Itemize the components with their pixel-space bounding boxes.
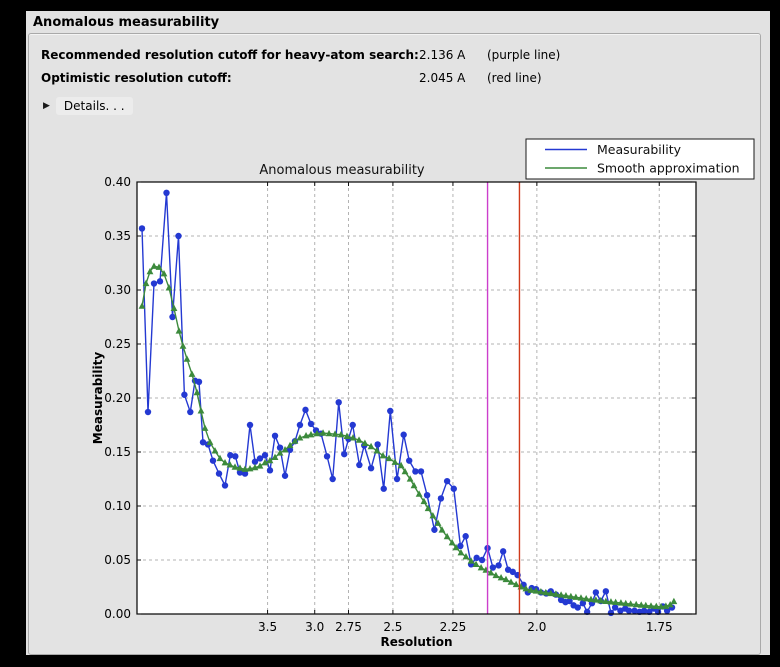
optimistic-cutoff-note: (red line): [487, 71, 542, 85]
series-smooth-approximation: [138, 262, 678, 610]
report-panel: Anomalous measurability Recommended reso…: [26, 11, 770, 655]
svg-text:3.0: 3.0: [305, 620, 324, 634]
svg-text:1.75: 1.75: [646, 620, 673, 634]
x-axis-label: Resolution: [380, 635, 452, 648]
svg-text:2.5: 2.5: [383, 620, 402, 634]
section-box: Recommended resolution cutoff for heavy-…: [28, 33, 761, 655]
recommended-cutoff-value: 2.136 A: [419, 48, 466, 62]
gridlines: [137, 182, 696, 614]
recommended-cutoff-label: Recommended resolution cutoff for heavy-…: [41, 48, 419, 62]
tick-labels: 3.5 3.0 2.75 2.5 2.25 2.0 1.75 0.00 0.05 0.10 0.15…: [104, 175, 672, 634]
y-axis-label: Measurability: [91, 352, 105, 445]
svg-text:0.40: 0.40: [104, 175, 131, 189]
recommended-cutoff-note: (purple line): [487, 48, 561, 62]
expander-arrow-icon: ▶: [43, 100, 50, 111]
optimistic-cutoff-label: Optimistic resolution cutoff:: [41, 71, 232, 85]
svg-text:0.10: 0.10: [104, 499, 131, 513]
legend-label: Measurability: [597, 142, 682, 157]
measurability-chart: 3.5 3.0 2.75 2.5 2.25 2.0 1.75 0.00 0.05 0.10 0.15…: [91, 138, 755, 648]
details-expander[interactable]: ▶ Details. . .: [43, 97, 133, 115]
optimistic-cutoff-value: 2.045 A: [419, 71, 466, 85]
tick-marks: [137, 181, 696, 615]
svg-text:0.00: 0.00: [104, 607, 131, 621]
svg-text:0.30: 0.30: [104, 283, 131, 297]
plot-area: [137, 182, 696, 614]
svg-text:0.05: 0.05: [104, 553, 131, 567]
page-title: Anomalous measurability: [33, 15, 220, 30]
svg-text:2.0: 2.0: [527, 620, 546, 634]
details-label: Details. . .: [55, 97, 133, 115]
svg-text:0.15: 0.15: [104, 445, 131, 459]
svg-text:0.20: 0.20: [104, 391, 131, 405]
svg-text:0.35: 0.35: [104, 229, 131, 243]
chart-legend: Measurability Smooth approximation: [525, 138, 755, 180]
svg-text:2.25: 2.25: [440, 620, 467, 634]
svg-text:2.75: 2.75: [335, 620, 362, 634]
svg-text:0.25: 0.25: [104, 337, 131, 351]
legend-label: Smooth approximation: [597, 161, 740, 176]
chart-title: Anomalous measurability: [259, 163, 425, 178]
svg-text:3.5: 3.5: [258, 620, 277, 634]
